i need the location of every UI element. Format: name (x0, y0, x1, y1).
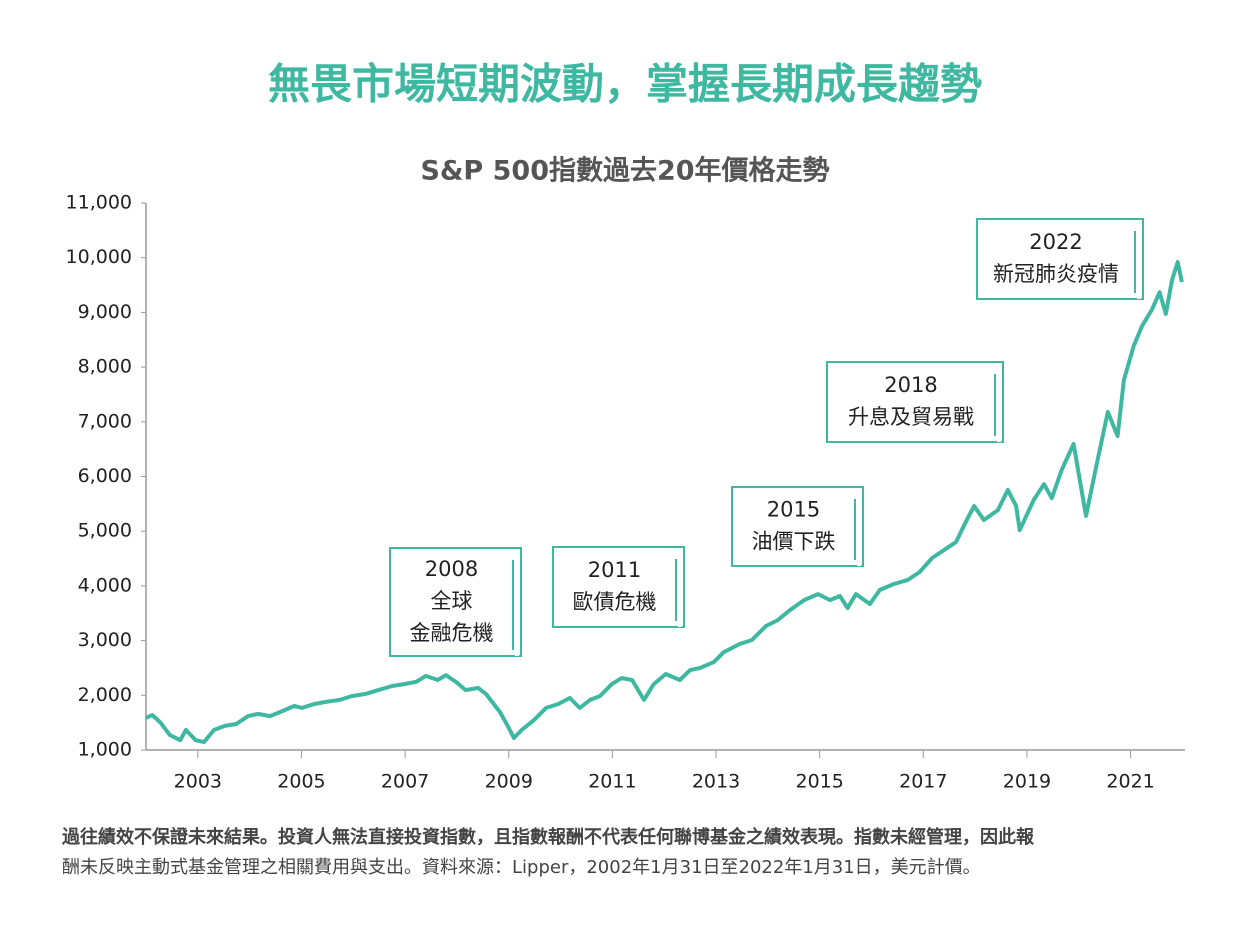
x-tick-label: 2003 (174, 771, 222, 793)
y-tick-label: 10,000 (66, 246, 132, 268)
annotation-text: 油價下跌 (752, 530, 836, 554)
annotation-text: 全球 (431, 589, 473, 613)
annotation-text: 金融危機 (410, 621, 494, 645)
y-tick-label: 8,000 (78, 356, 132, 378)
footnote: 酬未反映主動式基金管理之相關費用與支出。資料來源：Lipper，2002年1月3… (62, 857, 981, 878)
line-series (145, 260, 1184, 745)
x-tick-label: 2019 (1003, 771, 1051, 793)
footnote: 過往績效不保證未來結果。投資人無法直接投資指數，且指數報酬不代表任何聯博基金之績… (62, 826, 1035, 848)
annotation-text: 2018 (884, 373, 937, 397)
x-tick-label: 2021 (1106, 771, 1154, 793)
x-tick-label: 2007 (381, 771, 429, 793)
annotation-text: 2022 (1029, 230, 1082, 254)
chart-subtitle: S&P 500指數過去20年價格走勢 (420, 155, 829, 187)
y-tick-label: 4,000 (78, 574, 132, 596)
annotation-text: 2015 (767, 498, 820, 522)
y-tick-label: 3,000 (78, 629, 132, 651)
annotation-box (389, 547, 522, 657)
annotation-text: 升息及貿易戰 (848, 405, 974, 429)
x-tick-label: 2005 (277, 771, 325, 793)
chart-title: 無畏市場短期波動，掌握長期成長趨勢 (268, 60, 982, 109)
annotation-box (826, 361, 1004, 443)
x-tick-label: 2013 (692, 771, 740, 793)
annotation-box (731, 486, 864, 567)
y-tick-label: 5,000 (78, 520, 132, 542)
annotation-text: 2011 (588, 558, 641, 582)
y-tick-label: 7,000 (78, 410, 132, 432)
y-tick-label: 9,000 (78, 301, 132, 323)
y-tick-label: 1,000 (78, 739, 132, 761)
annotation-text: 歐債危機 (573, 590, 657, 614)
x-tick-label: 2015 (795, 771, 843, 793)
x-tick-label: 2017 (899, 771, 947, 793)
annotation-box (976, 218, 1144, 300)
annotation-text: 2008 (425, 557, 478, 581)
annotation-box (552, 546, 685, 628)
x-tick-label: 2011 (588, 771, 636, 793)
x-tick-label: 2009 (485, 771, 533, 793)
y-tick-label: 2,000 (78, 684, 132, 706)
y-tick-label: 6,000 (78, 465, 132, 487)
annotation-text: 新冠肺炎疫情 (993, 262, 1119, 286)
y-tick-label: 11,000 (66, 192, 132, 214)
